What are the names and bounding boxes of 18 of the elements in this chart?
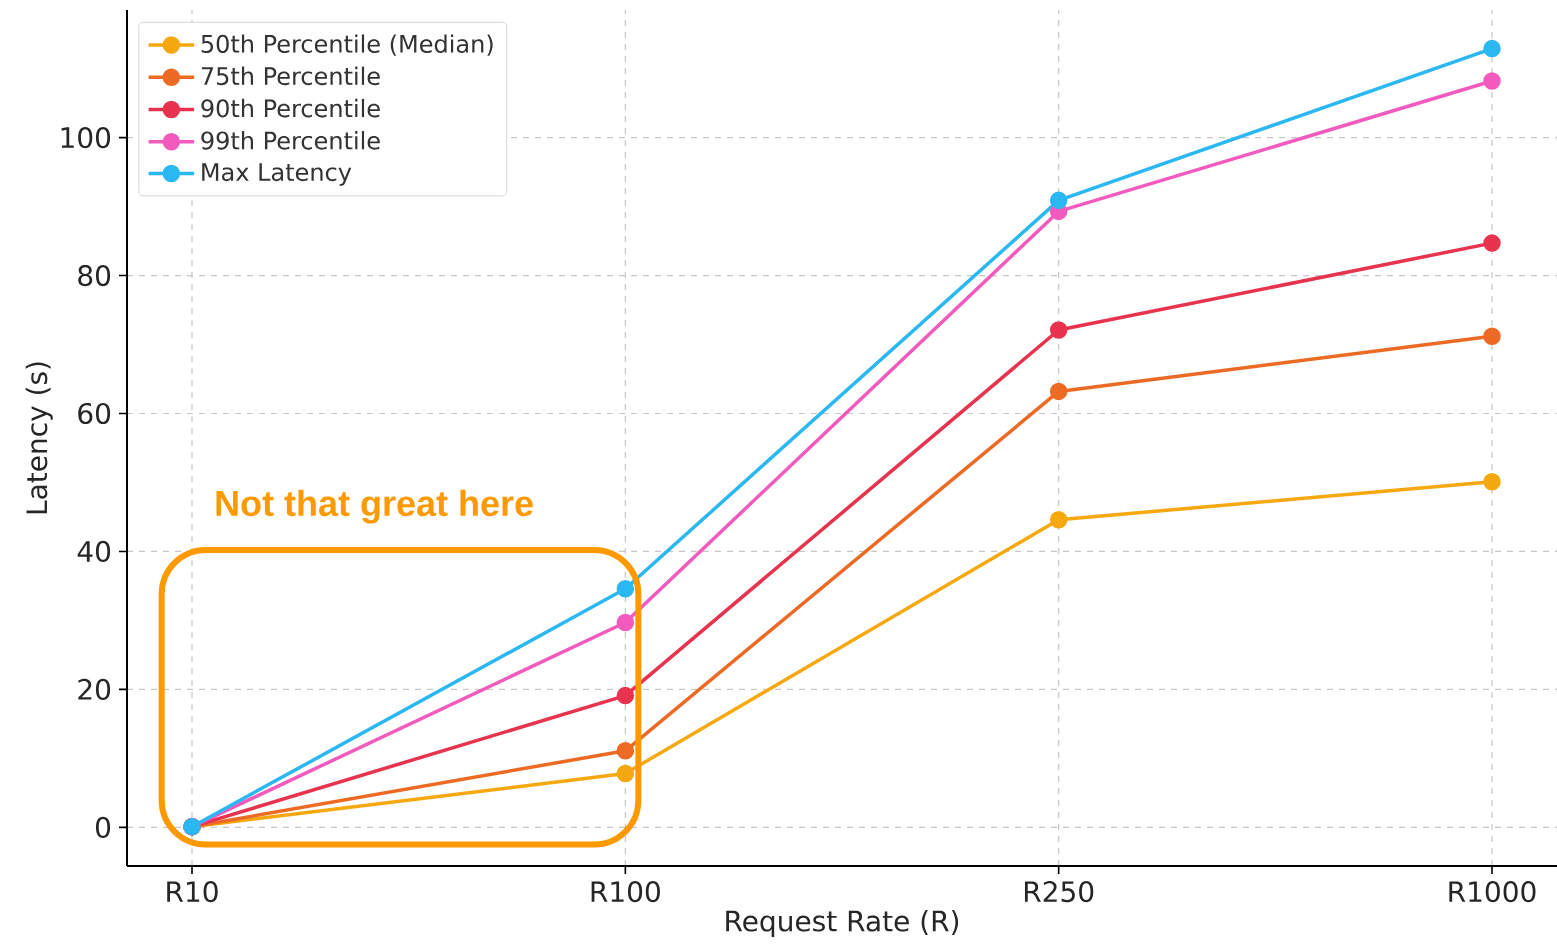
- x-tick-label: R1000: [1449, 881, 1536, 903]
- y-tick-label: 20: [78, 678, 111, 700]
- legend-label: Max Latency: [202, 163, 352, 186]
- legend-label: 90th Percentile: [201, 98, 380, 118]
- y-tick-label: 80: [78, 264, 111, 287]
- x-axis-title: Request Rate (R): [726, 909, 959, 938]
- y-tick-label: 60: [78, 402, 111, 425]
- legend-label: 50th Percentile (Median): [201, 34, 493, 56]
- y-tick-label: 0: [95, 816, 111, 838]
- y-tick-label: 100: [61, 126, 111, 149]
- x-tick-label: R10: [167, 881, 218, 903]
- x-tick-label: R250: [1024, 881, 1094, 903]
- x-tick-label: R100: [591, 881, 660, 903]
- legend-label: 75th Percentile: [201, 66, 380, 86]
- annotation: Not that great here: [216, 489, 533, 524]
- legend-label: 99th Percentile: [201, 131, 380, 150]
- y-axis-title: Latency (s): [25, 362, 53, 514]
- y-tick-label: 40: [77, 540, 111, 563]
